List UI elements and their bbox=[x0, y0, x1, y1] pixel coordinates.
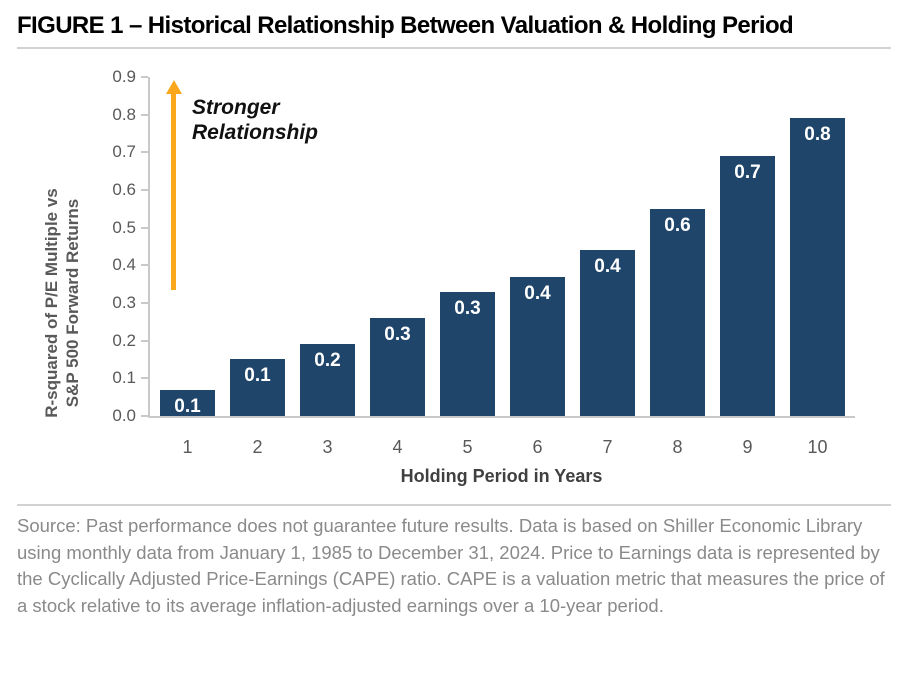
y-tick-mark bbox=[141, 76, 148, 78]
y-tick-label-0.0: 0.0 bbox=[112, 406, 136, 425]
y-tick-label-0.9: 0.9 bbox=[112, 67, 136, 86]
stronger-relationship-arrow-icon bbox=[165, 80, 182, 290]
y-tick-label-0.8: 0.8 bbox=[112, 104, 136, 124]
bar-year-3: 0.2 bbox=[300, 344, 355, 416]
source-footer: Source: Past performance does not guaran… bbox=[17, 504, 891, 619]
bar-chart: R-squared of P/E Multiple vs S&P 500 For… bbox=[0, 49, 908, 504]
y-tick-mark bbox=[141, 189, 148, 191]
bar-year-5: 0.3 bbox=[440, 292, 495, 416]
bar-year-9: 0.7 bbox=[720, 156, 775, 416]
bar-year-8: 0.6 bbox=[650, 209, 705, 416]
y-tick-label-0.7: 0.7 bbox=[112, 142, 136, 162]
y-tick-label-0.6: 0.6 bbox=[112, 180, 136, 199]
y-tick-mark bbox=[141, 151, 148, 154]
y-tick-label-0.5: 0.5 bbox=[112, 217, 136, 237]
x-tick-label-8: 8 bbox=[672, 437, 683, 457]
arrow-head-icon bbox=[165, 80, 182, 94]
bar-value-label: 0.1 bbox=[174, 396, 201, 417]
x-tick-label-5: 5 bbox=[462, 437, 473, 457]
figure-title: FIGURE 1 – Historical Relationship Betwe… bbox=[17, 12, 794, 39]
y-tick-mark bbox=[141, 226, 148, 229]
y-tick-label-0.1: 0.1 bbox=[112, 368, 136, 388]
bar-value-label: 0.4 bbox=[594, 256, 621, 277]
y-tick-mark bbox=[141, 264, 148, 267]
annotation-line2: Relationship bbox=[192, 121, 319, 144]
x-tick-label-2: 2 bbox=[252, 437, 263, 457]
figure-header: FIGURE 1 – Historical Relationship Betwe… bbox=[17, 0, 891, 49]
annotation-line1: Stronger bbox=[192, 96, 280, 119]
x-tick-label-4: 4 bbox=[392, 437, 403, 457]
x-tick-label-9: 9 bbox=[742, 437, 753, 457]
stronger-relationship-annotation: Stronger Relationship bbox=[192, 95, 318, 145]
y-axis-title-line2: S&P 500 Forward Returns bbox=[63, 198, 82, 408]
x-tick-label-6: 6 bbox=[532, 437, 543, 457]
y-tick-mark bbox=[141, 377, 148, 380]
bar-value-label: 0.6 bbox=[664, 215, 691, 236]
y-tick-mark bbox=[141, 302, 148, 304]
bar-year-7: 0.4 bbox=[580, 250, 635, 416]
x-tick-label-1: 1 bbox=[182, 437, 193, 457]
bar-value-label: 0.1 bbox=[244, 365, 271, 386]
y-tick-label-0.3: 0.3 bbox=[112, 293, 136, 312]
y-tick-label-0.4: 0.4 bbox=[112, 255, 136, 275]
bar-value-label: 0.2 bbox=[314, 350, 341, 371]
bar-year-1: 0.1 bbox=[160, 390, 215, 417]
arrow-shaft bbox=[171, 94, 176, 290]
y-axis-title: R-squared of P/E Multiple vs S&P 500 For… bbox=[41, 153, 83, 453]
y-axis-line bbox=[148, 77, 150, 416]
bar-year-6: 0.4 bbox=[510, 277, 565, 416]
x-axis-title: Holding Period in Years bbox=[400, 466, 603, 486]
bar-year-4: 0.3 bbox=[370, 318, 425, 416]
x-axis-line bbox=[148, 416, 855, 418]
y-tick-label-0.2: 0.2 bbox=[112, 330, 136, 350]
x-tick-label-10: 10 bbox=[807, 437, 828, 457]
y-tick-mark bbox=[141, 415, 148, 417]
y-tick-mark bbox=[141, 113, 148, 116]
bar-value-label: 0.3 bbox=[384, 324, 411, 345]
x-tick-label-3: 3 bbox=[322, 437, 333, 457]
bar-year-2: 0.1 bbox=[230, 359, 285, 416]
source-text: Source: Past performance does not guaran… bbox=[17, 515, 885, 616]
bar-value-label: 0.4 bbox=[524, 283, 551, 304]
bar-value-label: 0.7 bbox=[734, 162, 761, 183]
y-tick-mark bbox=[141, 339, 148, 342]
y-axis-title-line1: R-squared of P/E Multiple vs bbox=[42, 188, 61, 418]
x-tick-label-7: 7 bbox=[602, 437, 613, 457]
bar-year-10: 0.8 bbox=[790, 118, 845, 416]
bar-value-label: 0.3 bbox=[454, 298, 481, 319]
bar-value-label: 0.8 bbox=[804, 124, 831, 145]
